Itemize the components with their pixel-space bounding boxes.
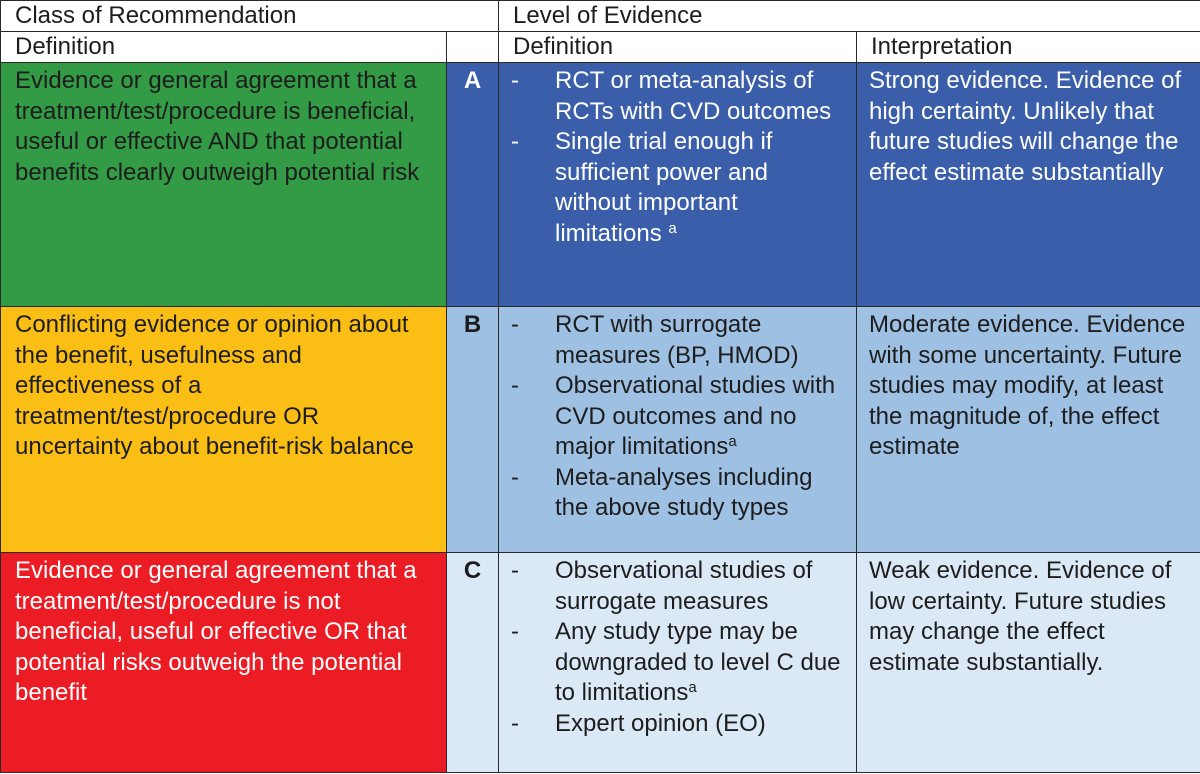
interpretation-cell: Moderate evidence. Evidence with some un… — [856, 306, 1200, 553]
class-definition-cell: Conflicting evidence or opinion about th… — [0, 306, 447, 553]
level-letter: C — [463, 557, 482, 584]
level-letter-cell: C — [446, 552, 499, 773]
class-definition-header: Definition — [0, 31, 447, 63]
level-letter: A — [463, 67, 482, 94]
class-definition-cell: Evidence or general agreement that a tre… — [0, 62, 447, 307]
class-definition-text: Evidence or general agreement that a tre… — [15, 557, 417, 706]
list-item: - RCT with surrogate measures (BP, HMOD) — [511, 310, 850, 371]
bullet-text: RCT with surrogate measures (BP, HMOD) — [555, 311, 799, 369]
list-item: - Meta-analyses including the above study… — [511, 463, 850, 524]
table-row: Conflicting evidence or opinion about th… — [0, 306, 1200, 553]
class-definition-text: Evidence or general agreement that a tre… — [15, 67, 420, 186]
bullet-dash: - — [511, 557, 519, 584]
bullet-text: Observational studies of surrogate measu… — [555, 557, 813, 615]
bullet-text: Any study type may be downgraded to leve… — [555, 618, 841, 706]
footnote-marker: a — [668, 219, 677, 237]
interpretation-header: Interpretation — [856, 31, 1200, 63]
level-letter-cell: A — [446, 62, 499, 307]
table-row: Evidence or general agreement that a tre… — [0, 62, 1200, 307]
class-of-recommendation-header: Class of Recommendation — [0, 0, 499, 32]
list-item: - Single trial enough if sufficient power… — [511, 127, 850, 249]
bullet-dash: - — [511, 311, 519, 338]
list-item: - RCT or meta-analysis of RCTs with CVD o… — [511, 66, 850, 127]
class-definition-text: Conflicting evidence or opinion about th… — [15, 311, 414, 460]
bullet-dash: - — [511, 463, 519, 491]
interpretation-text: Strong evidence. Evidence of high certai… — [869, 67, 1182, 186]
bullet-dash: - — [511, 372, 519, 399]
list-item: - Observational studies of surrogate meas… — [511, 556, 850, 617]
level-definition-header: Definition — [498, 31, 857, 63]
bullet-text: Expert opinion (EO) — [555, 709, 766, 737]
level-letter-cell: B — [446, 306, 499, 553]
footnote-marker: a — [728, 433, 737, 450]
footnote-marker: a — [688, 679, 697, 696]
bullet-dash: - — [511, 128, 519, 155]
list-item: - Expert opinion (EO) — [511, 709, 850, 740]
interpretation-text: Weak evidence. Evidence of low certainty… — [869, 557, 1172, 676]
level-letter: B — [463, 311, 482, 338]
bullet-text: Observational studies with CVD outcomes … — [555, 372, 836, 460]
level-definition-cell: - Observational studies of surrogate meas… — [498, 552, 857, 773]
class-definition-cell: Evidence or general agreement that a tre… — [0, 552, 447, 773]
bullet-text: Single trial enough if sufficient power … — [555, 128, 773, 247]
table-row: Evidence or general agreement that a tre… — [0, 552, 1200, 773]
level-of-evidence-header: Level of Evidence — [498, 0, 1200, 32]
bullet-text: RCT or meta-analysis of RCTs with CVD ou… — [555, 67, 832, 125]
bullet-dash: - — [511, 67, 519, 94]
interpretation-cell: Weak evidence. Evidence of low certainty… — [856, 552, 1200, 773]
header-spacer-cell — [446, 31, 499, 63]
bullet-dash: - — [511, 709, 519, 737]
level-definition-cell: - RCT or meta-analysis of RCTs with CVD o… — [498, 62, 857, 307]
interpretation-text: Moderate evidence. Evidence with some un… — [869, 311, 1186, 460]
bullet-text: Meta-analyses including the above study … — [555, 463, 813, 522]
interpretation-cell: Strong evidence. Evidence of high certai… — [856, 62, 1200, 307]
bullet-dash: - — [511, 618, 519, 645]
level-definition-cell: - RCT with surrogate measures (BP, HMOD) … — [498, 306, 857, 553]
header-row-top: Class of Recommendation Level of Evidenc… — [0, 0, 1200, 32]
header-row-sub: Definition Definition Interpretation — [0, 31, 1200, 63]
list-item: - Observational studies with CVD outcomes… — [511, 371, 850, 463]
list-item: - Any study type may be downgraded to lev… — [511, 617, 850, 709]
